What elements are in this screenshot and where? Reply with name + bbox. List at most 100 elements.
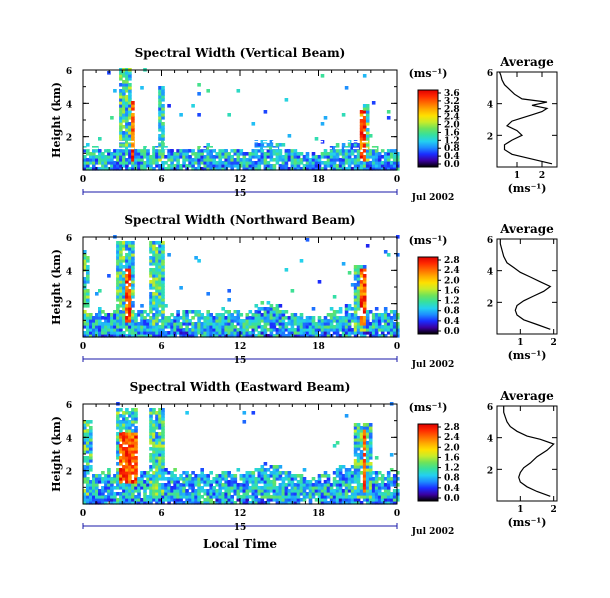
heatmap-cell xyxy=(269,158,274,162)
heatmap-cell xyxy=(374,471,379,475)
heatmap-cell xyxy=(218,313,222,317)
heatmap-cell xyxy=(116,319,120,323)
heatmap-cell xyxy=(396,483,400,487)
heatmap-cell xyxy=(191,498,195,502)
heatmap-cell xyxy=(164,304,168,308)
heatmap-cell xyxy=(161,259,165,263)
heatmap-cell xyxy=(209,167,213,171)
heatmap-cell xyxy=(83,432,87,436)
heatmap-cell xyxy=(119,119,123,123)
heatmap-cell xyxy=(128,149,132,153)
heatmap-cell xyxy=(167,155,171,159)
heatmap-cell xyxy=(377,486,382,490)
avg-x-tick-label: 1 xyxy=(517,505,523,515)
heatmap-cell xyxy=(158,331,162,335)
heatmap-cell xyxy=(317,161,322,165)
heatmap-cell xyxy=(356,292,361,296)
heatmap-cell xyxy=(161,98,165,102)
colorbar-tick-label: 0.4 xyxy=(444,152,460,162)
heatmap-cell xyxy=(392,492,397,496)
heatmap-cell xyxy=(149,158,153,162)
heatmap-cell xyxy=(197,480,201,484)
heatmap-cell xyxy=(194,495,198,499)
heatmap-cell xyxy=(131,465,135,469)
heatmap-cell xyxy=(296,322,301,326)
heatmap-cell xyxy=(197,113,201,117)
heatmap-cell xyxy=(269,480,274,484)
heatmap-cell xyxy=(338,498,343,502)
average-frame xyxy=(496,238,558,335)
heatmap-cell xyxy=(152,298,156,302)
heatmap-cell xyxy=(131,456,135,460)
x-tick-label: 6 xyxy=(158,175,164,185)
heatmap-cell xyxy=(104,331,108,335)
heatmap-cell xyxy=(203,316,207,320)
heatmap-cell xyxy=(182,480,186,484)
heatmap-cell xyxy=(359,319,364,323)
heatmap-cell xyxy=(353,301,358,305)
heatmap-cell xyxy=(218,158,222,162)
heatmap-cell xyxy=(119,483,123,487)
heatmap-cell xyxy=(359,444,364,448)
heatmap-cell xyxy=(320,331,325,335)
heatmap-cell xyxy=(209,155,213,159)
heatmap-cell xyxy=(158,498,162,502)
heatmap-cell xyxy=(239,149,244,153)
heatmap-cell xyxy=(299,158,304,162)
heatmap-cell xyxy=(275,328,280,332)
heatmap-cell xyxy=(119,432,123,436)
avg-x-tick-label: 1 xyxy=(514,171,520,181)
heatmap-cell xyxy=(233,152,238,156)
avg-x-tick-label: 2 xyxy=(539,171,545,181)
heatmap-cell xyxy=(386,328,391,332)
heatmap-cell xyxy=(317,164,322,168)
heatmap-cell xyxy=(134,459,138,463)
heatmap-cell xyxy=(194,158,198,162)
heatmap-cell xyxy=(269,474,274,478)
heatmap-cell xyxy=(236,316,241,320)
heatmap-cell xyxy=(116,298,120,302)
heatmap-cell xyxy=(392,310,397,314)
heatmap-cell xyxy=(83,167,87,171)
heatmap-cell xyxy=(227,298,231,302)
heatmap-cell xyxy=(302,498,307,502)
heatmap-cell xyxy=(359,113,364,117)
heatmap-cell xyxy=(290,495,295,499)
heatmap-cell xyxy=(194,310,198,314)
heatmap-cell xyxy=(92,161,96,165)
heatmap-cell xyxy=(257,158,262,162)
heatmap-cell xyxy=(140,325,144,329)
heatmap-cell xyxy=(335,501,340,505)
heatmap-cell xyxy=(362,483,367,487)
heatmap-cell xyxy=(125,146,129,150)
heatmap-cell xyxy=(293,319,298,323)
heatmap-cell xyxy=(86,420,90,424)
x-tick-label: 0 xyxy=(80,342,86,352)
heatmap-cell xyxy=(359,486,364,490)
heatmap-cell xyxy=(347,486,352,490)
heatmap-cell xyxy=(290,161,295,165)
heatmap-cell xyxy=(200,495,204,499)
heatmap-cell xyxy=(119,498,123,502)
heatmap-cell xyxy=(308,161,313,165)
heatmap-cell xyxy=(125,259,129,263)
heatmap-cell xyxy=(272,325,277,329)
heatmap-cell xyxy=(158,474,162,478)
heatmap-cell xyxy=(203,489,207,493)
heatmap-cell xyxy=(359,495,364,499)
heatmap-cell xyxy=(137,152,141,156)
heatmap-cell xyxy=(305,483,310,487)
heatmap-cell xyxy=(125,110,129,114)
heatmap-cell xyxy=(149,426,153,430)
heatmap-cell xyxy=(152,155,156,159)
colorbar-tick-label: 3.6 xyxy=(444,89,460,99)
heatmap-cell xyxy=(86,143,90,147)
heatmap-cell xyxy=(158,328,162,332)
heatmap-cell xyxy=(158,101,162,105)
heatmap-cell xyxy=(155,447,159,451)
heatmap-cell xyxy=(317,474,322,478)
heatmap-cell xyxy=(362,301,367,305)
heatmap-cell xyxy=(128,301,132,305)
heatmap-cell xyxy=(125,304,129,308)
heatmap-cell xyxy=(116,408,120,412)
